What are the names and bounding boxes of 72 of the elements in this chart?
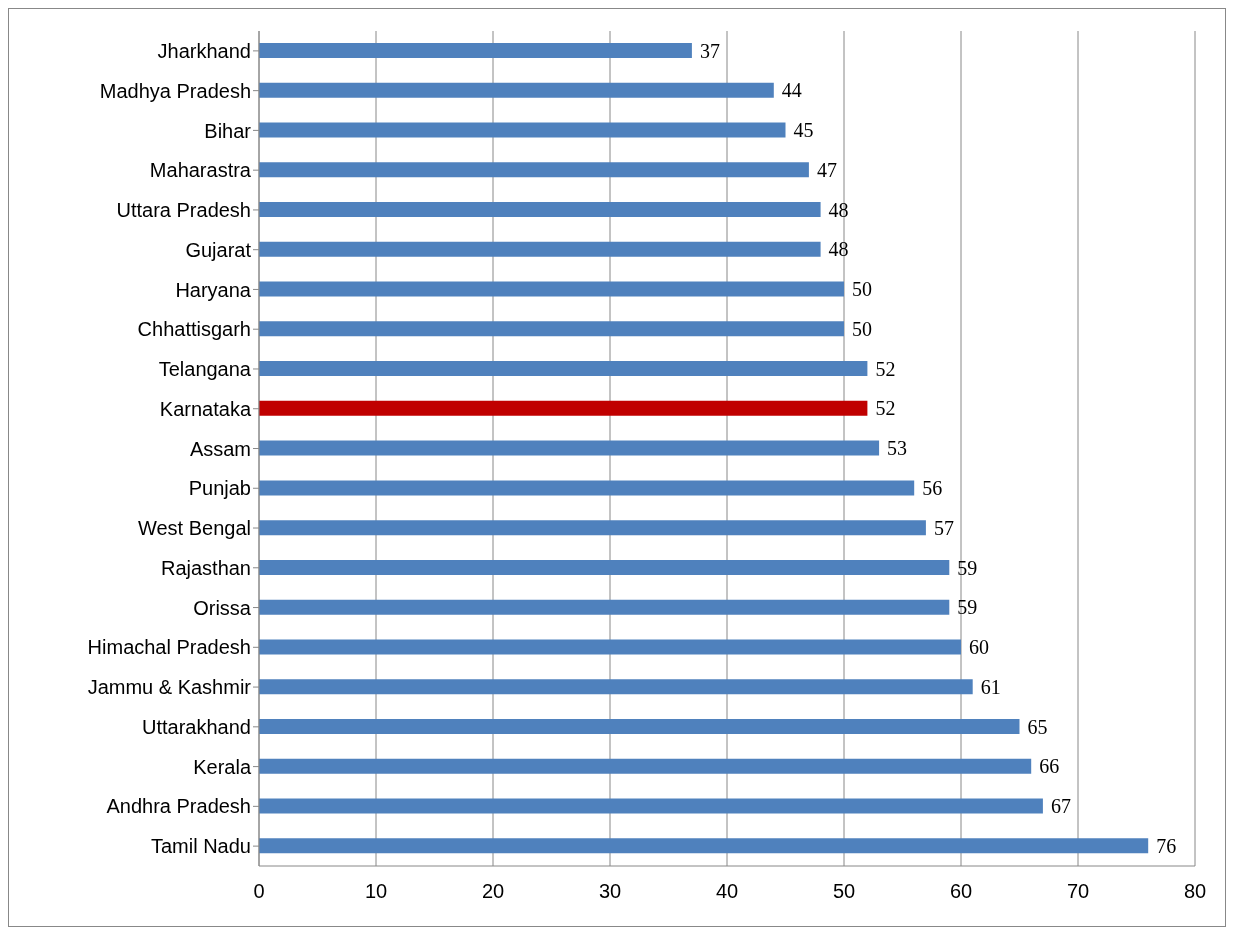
y-tick-label: Punjab bbox=[188, 477, 251, 500]
bar bbox=[259, 798, 1043, 814]
y-tick-label: Assam bbox=[189, 437, 251, 460]
bar bbox=[259, 480, 915, 496]
x-tick-label: 30 bbox=[598, 880, 622, 903]
bar bbox=[259, 162, 809, 178]
x-tick-label: 10 bbox=[364, 880, 388, 903]
bar bbox=[259, 82, 774, 98]
bar bbox=[259, 599, 950, 615]
bar bbox=[259, 241, 821, 257]
bar bbox=[259, 639, 961, 655]
y-tick-label: West Bengal bbox=[137, 517, 251, 540]
bar bbox=[259, 838, 1149, 854]
bar bbox=[259, 361, 868, 377]
y-tick-label: Tamil Nadu bbox=[150, 835, 251, 858]
y-tick-label: Uttarakhand bbox=[142, 715, 251, 738]
bar bbox=[259, 718, 1020, 734]
data-label: 50 bbox=[852, 317, 872, 340]
x-tick-label: 80 bbox=[1183, 880, 1207, 903]
y-tick-label: Rajasthan bbox=[160, 556, 251, 579]
data-label: 50 bbox=[852, 278, 872, 301]
data-label: 56 bbox=[922, 476, 943, 499]
y-tick-label: Himachal Pradesh bbox=[87, 636, 251, 659]
y-tick-label: Maharastra bbox=[149, 159, 252, 182]
data-label: 61 bbox=[980, 675, 1001, 698]
x-tick-label: 0 bbox=[253, 880, 265, 903]
y-tick-label: Gujarat bbox=[185, 238, 252, 261]
bar bbox=[259, 281, 844, 297]
bar bbox=[259, 758, 1032, 774]
bar bbox=[259, 321, 844, 337]
data-label: 60 bbox=[969, 636, 989, 659]
y-tick-label: Andhra Pradesh bbox=[106, 795, 251, 818]
data-label: 53 bbox=[887, 437, 908, 460]
data-label: 66 bbox=[1039, 755, 1060, 778]
bar bbox=[259, 43, 692, 58]
y-tick-label: Haryana bbox=[175, 278, 252, 301]
data-label: 57 bbox=[933, 516, 954, 539]
data-label: 52 bbox=[875, 397, 896, 420]
bar bbox=[259, 122, 786, 138]
data-label: 37 bbox=[699, 39, 720, 62]
data-label: 44 bbox=[781, 79, 802, 102]
x-tick-label: 20 bbox=[481, 880, 505, 903]
bar bbox=[259, 400, 868, 416]
y-tick-label: Madhya Pradesh bbox=[99, 79, 251, 102]
bar bbox=[259, 202, 821, 218]
bar bbox=[259, 520, 926, 536]
y-tick-label: Telangana bbox=[158, 358, 252, 381]
bar bbox=[259, 440, 880, 456]
y-tick-label: Bihar bbox=[204, 119, 252, 142]
bar bbox=[259, 559, 950, 575]
data-label: 59 bbox=[957, 556, 978, 579]
y-tick-label: Kerala bbox=[193, 755, 252, 778]
x-tick-label: 50 bbox=[832, 880, 856, 903]
data-label: 59 bbox=[957, 596, 978, 619]
data-label: 65 bbox=[1027, 715, 1048, 738]
data-label: 48 bbox=[828, 198, 849, 221]
x-tick-label: 60 bbox=[949, 880, 973, 903]
y-tick-label: Jharkhand bbox=[157, 39, 251, 62]
y-tick-label: Karnataka bbox=[159, 397, 252, 420]
x-tick-label: 70 bbox=[1066, 880, 1090, 903]
x-tick-label: 40 bbox=[715, 880, 739, 903]
data-label: 76 bbox=[1156, 834, 1177, 857]
y-tick-label: Jammu & Kashmir bbox=[87, 676, 252, 699]
data-label: 45 bbox=[793, 119, 814, 142]
bar bbox=[259, 679, 973, 695]
y-tick-label: Uttara Pradesh bbox=[116, 199, 251, 222]
y-tick-label: Orissa bbox=[193, 596, 252, 619]
data-label: 52 bbox=[875, 357, 896, 380]
y-tick-label: Chhattisgarh bbox=[137, 318, 251, 341]
data-label: 47 bbox=[816, 158, 837, 181]
data-label: 48 bbox=[828, 238, 849, 261]
data-label: 67 bbox=[1050, 795, 1071, 818]
